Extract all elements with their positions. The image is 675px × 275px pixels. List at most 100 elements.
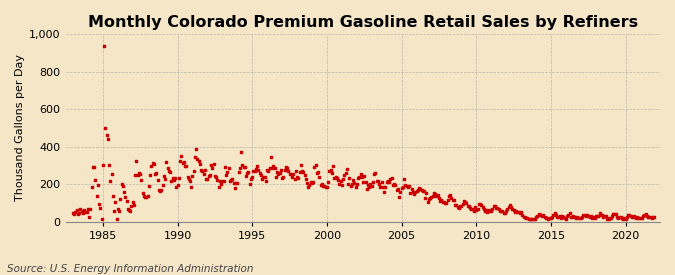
Point	[464, 206, 475, 210]
Point	[402, 185, 413, 189]
Point	[141, 195, 152, 199]
Point	[634, 216, 645, 220]
Point	[556, 216, 566, 220]
Point	[578, 213, 589, 217]
Point	[452, 205, 463, 209]
Point	[88, 165, 99, 170]
Point	[593, 213, 603, 218]
Point	[103, 137, 113, 142]
Point	[283, 169, 294, 173]
Point	[548, 213, 559, 217]
Point	[256, 177, 267, 181]
Point	[338, 177, 348, 182]
Point	[211, 174, 221, 179]
Point	[105, 178, 115, 183]
Point	[537, 214, 547, 218]
Point	[242, 171, 252, 175]
Point	[479, 207, 489, 211]
Point	[215, 179, 225, 183]
Point	[361, 187, 372, 192]
Point	[582, 213, 593, 217]
Point	[352, 182, 362, 186]
Point	[115, 197, 126, 202]
Point	[82, 207, 93, 211]
Point	[248, 169, 259, 174]
Point	[79, 208, 90, 213]
Point	[216, 181, 227, 186]
Point	[598, 215, 609, 219]
Point	[589, 215, 600, 220]
Point	[538, 213, 549, 217]
Point	[354, 175, 364, 179]
Text: Source: U.S. Energy Information Administration: Source: U.S. Energy Information Administ…	[7, 264, 253, 274]
Point	[109, 209, 119, 213]
Point	[625, 213, 636, 218]
Point	[639, 213, 650, 217]
Point	[604, 217, 615, 221]
Point	[167, 176, 178, 180]
Point	[466, 207, 477, 211]
Point	[136, 178, 147, 182]
Point	[135, 172, 146, 176]
Point	[389, 182, 400, 187]
Point	[482, 209, 493, 214]
Point	[379, 190, 389, 194]
Point	[415, 186, 426, 191]
Point	[356, 175, 367, 180]
Point	[458, 199, 469, 204]
Point	[146, 163, 157, 168]
Point	[75, 207, 86, 211]
Point	[284, 172, 295, 176]
Point	[616, 215, 626, 219]
Point	[342, 167, 352, 171]
Point	[111, 217, 122, 221]
Point	[70, 210, 81, 214]
Point	[124, 208, 134, 213]
Point	[250, 167, 261, 171]
Point	[502, 207, 513, 211]
Point	[315, 183, 326, 188]
Point	[504, 203, 515, 208]
Point	[380, 185, 391, 189]
Point	[137, 191, 148, 196]
Point	[535, 213, 546, 217]
Point	[461, 201, 472, 205]
Point	[392, 187, 403, 191]
Point	[360, 179, 371, 184]
Point	[591, 213, 602, 218]
Point	[640, 212, 651, 216]
Point	[324, 169, 335, 174]
Point	[523, 216, 534, 221]
Point	[573, 216, 584, 221]
Point	[472, 207, 483, 211]
Point	[175, 158, 186, 163]
Point	[345, 184, 356, 188]
Point	[513, 210, 524, 214]
Point	[517, 212, 528, 217]
Point	[443, 194, 454, 198]
Point	[344, 175, 355, 180]
Point	[520, 216, 531, 220]
Point	[84, 215, 95, 220]
Point	[253, 168, 264, 172]
Point	[609, 212, 620, 216]
Point	[560, 216, 570, 220]
Point	[94, 202, 105, 207]
Point	[117, 184, 128, 188]
Point	[346, 182, 357, 186]
Point	[176, 153, 187, 158]
Point	[240, 165, 250, 169]
Point	[343, 182, 354, 186]
Point	[305, 179, 316, 184]
Point	[349, 181, 360, 186]
Point	[359, 174, 370, 178]
Point	[240, 174, 251, 178]
Point	[142, 194, 153, 199]
Point	[180, 164, 190, 168]
Point	[614, 215, 625, 219]
Point	[325, 168, 336, 173]
Point	[575, 215, 586, 220]
Point	[433, 196, 444, 200]
Point	[254, 171, 265, 175]
Point	[370, 170, 381, 175]
